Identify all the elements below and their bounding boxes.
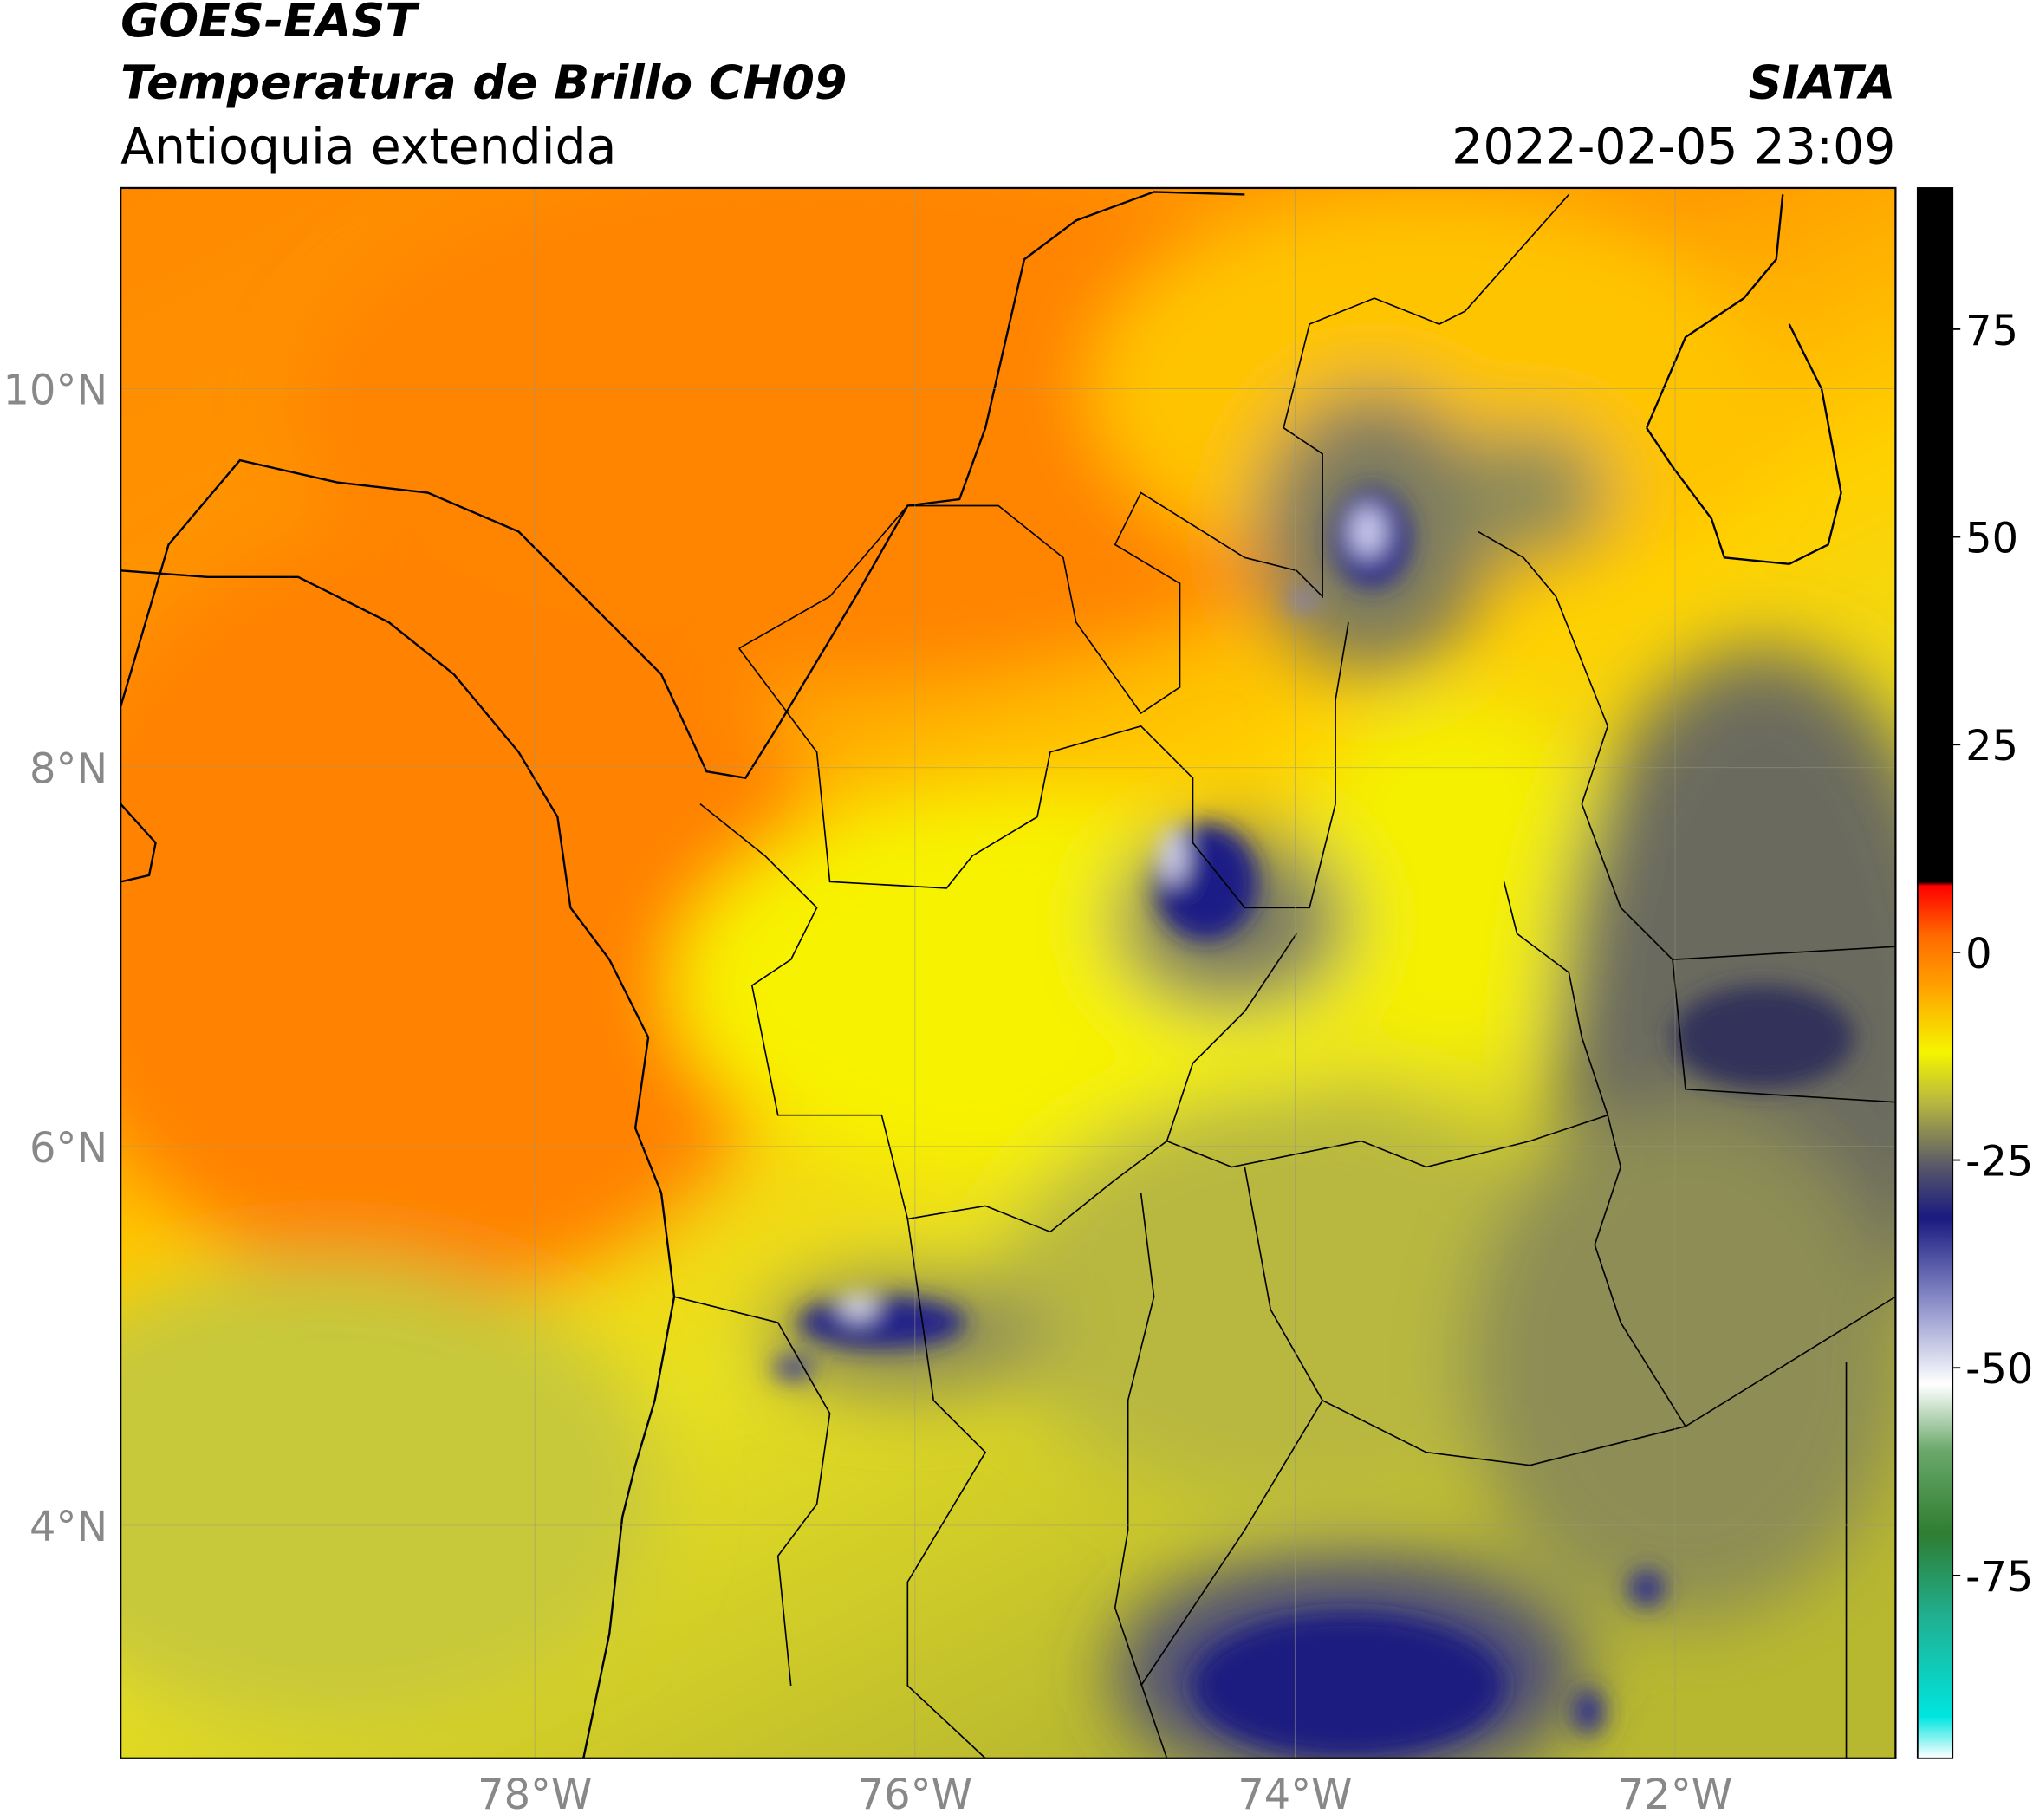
coastline (120, 569, 676, 1758)
border (673, 959, 1896, 1758)
border (738, 193, 1569, 715)
x-tick-label: 78°W (477, 1771, 592, 1819)
coastline (120, 191, 1245, 780)
warm-area (298, 187, 1387, 674)
title: GOES-EAST (120, 0, 420, 48)
storm-cell (1572, 1687, 1604, 1735)
x-tick-label: 72°W (1618, 1771, 1732, 1819)
source: SIATA (1749, 55, 1896, 110)
x-tick-label: 76°W (858, 1771, 972, 1819)
storm-cells (772, 489, 1854, 1758)
cold-area (1452, 427, 1608, 558)
colorbar-tick-label: -75 (1965, 1554, 2033, 1602)
y-tick-label: 10°N (3, 367, 108, 415)
y-tick-label: 4°N (29, 1504, 107, 1551)
x-tick-label: 74°W (1237, 1771, 1352, 1819)
yellow-area (1296, 699, 1608, 1063)
coastline (120, 803, 157, 883)
grid (120, 187, 1896, 1758)
coastline (1646, 194, 1842, 566)
colorbar-tick-label: 0 (1965, 931, 1991, 978)
storm-cell (1287, 589, 1319, 611)
colorbar-tick-label: 25 (1965, 723, 2018, 770)
colorbar-tick-label: 75 (1965, 308, 2018, 355)
olive-area (998, 1089, 1595, 1505)
storm-cell (797, 1297, 966, 1349)
region: Antioquia extendida (120, 119, 616, 176)
colorbar: 75 50 25 0 -25 -50 -75 (1916, 187, 2033, 1759)
border (906, 1114, 1686, 1758)
colorbar-body (1916, 187, 1954, 1759)
storm-cell (1192, 1614, 1504, 1758)
datetime: 2022-02-05 23:09 (1452, 119, 1895, 176)
storm-core (1349, 505, 1387, 558)
warm-area (120, 518, 817, 1297)
map-field (120, 187, 1896, 1758)
colorbar-tick-label: 50 (1965, 516, 2018, 563)
storm-cell (1673, 985, 1854, 1089)
colorbar-tick-label: -25 (1965, 1139, 2033, 1186)
field-layers (120, 187, 1896, 1758)
storm-cell (1628, 1570, 1666, 1607)
storm-core (1160, 827, 1186, 885)
subtitle: Temperatura de Brillo CH09 (120, 55, 847, 110)
y-tick-label: 8°N (29, 746, 107, 794)
storm-core (840, 1295, 877, 1319)
olive-area (120, 1258, 661, 1725)
coastlines (120, 191, 1842, 1758)
storm-cell (772, 1355, 815, 1380)
border (738, 530, 1896, 960)
y-tick-label: 6°N (29, 1125, 107, 1173)
admin-borders (673, 193, 1896, 1758)
cold-area (1465, 1102, 1896, 1622)
map-frame (120, 186, 1897, 1759)
colorbar-tick-label: -50 (1965, 1346, 2033, 1394)
